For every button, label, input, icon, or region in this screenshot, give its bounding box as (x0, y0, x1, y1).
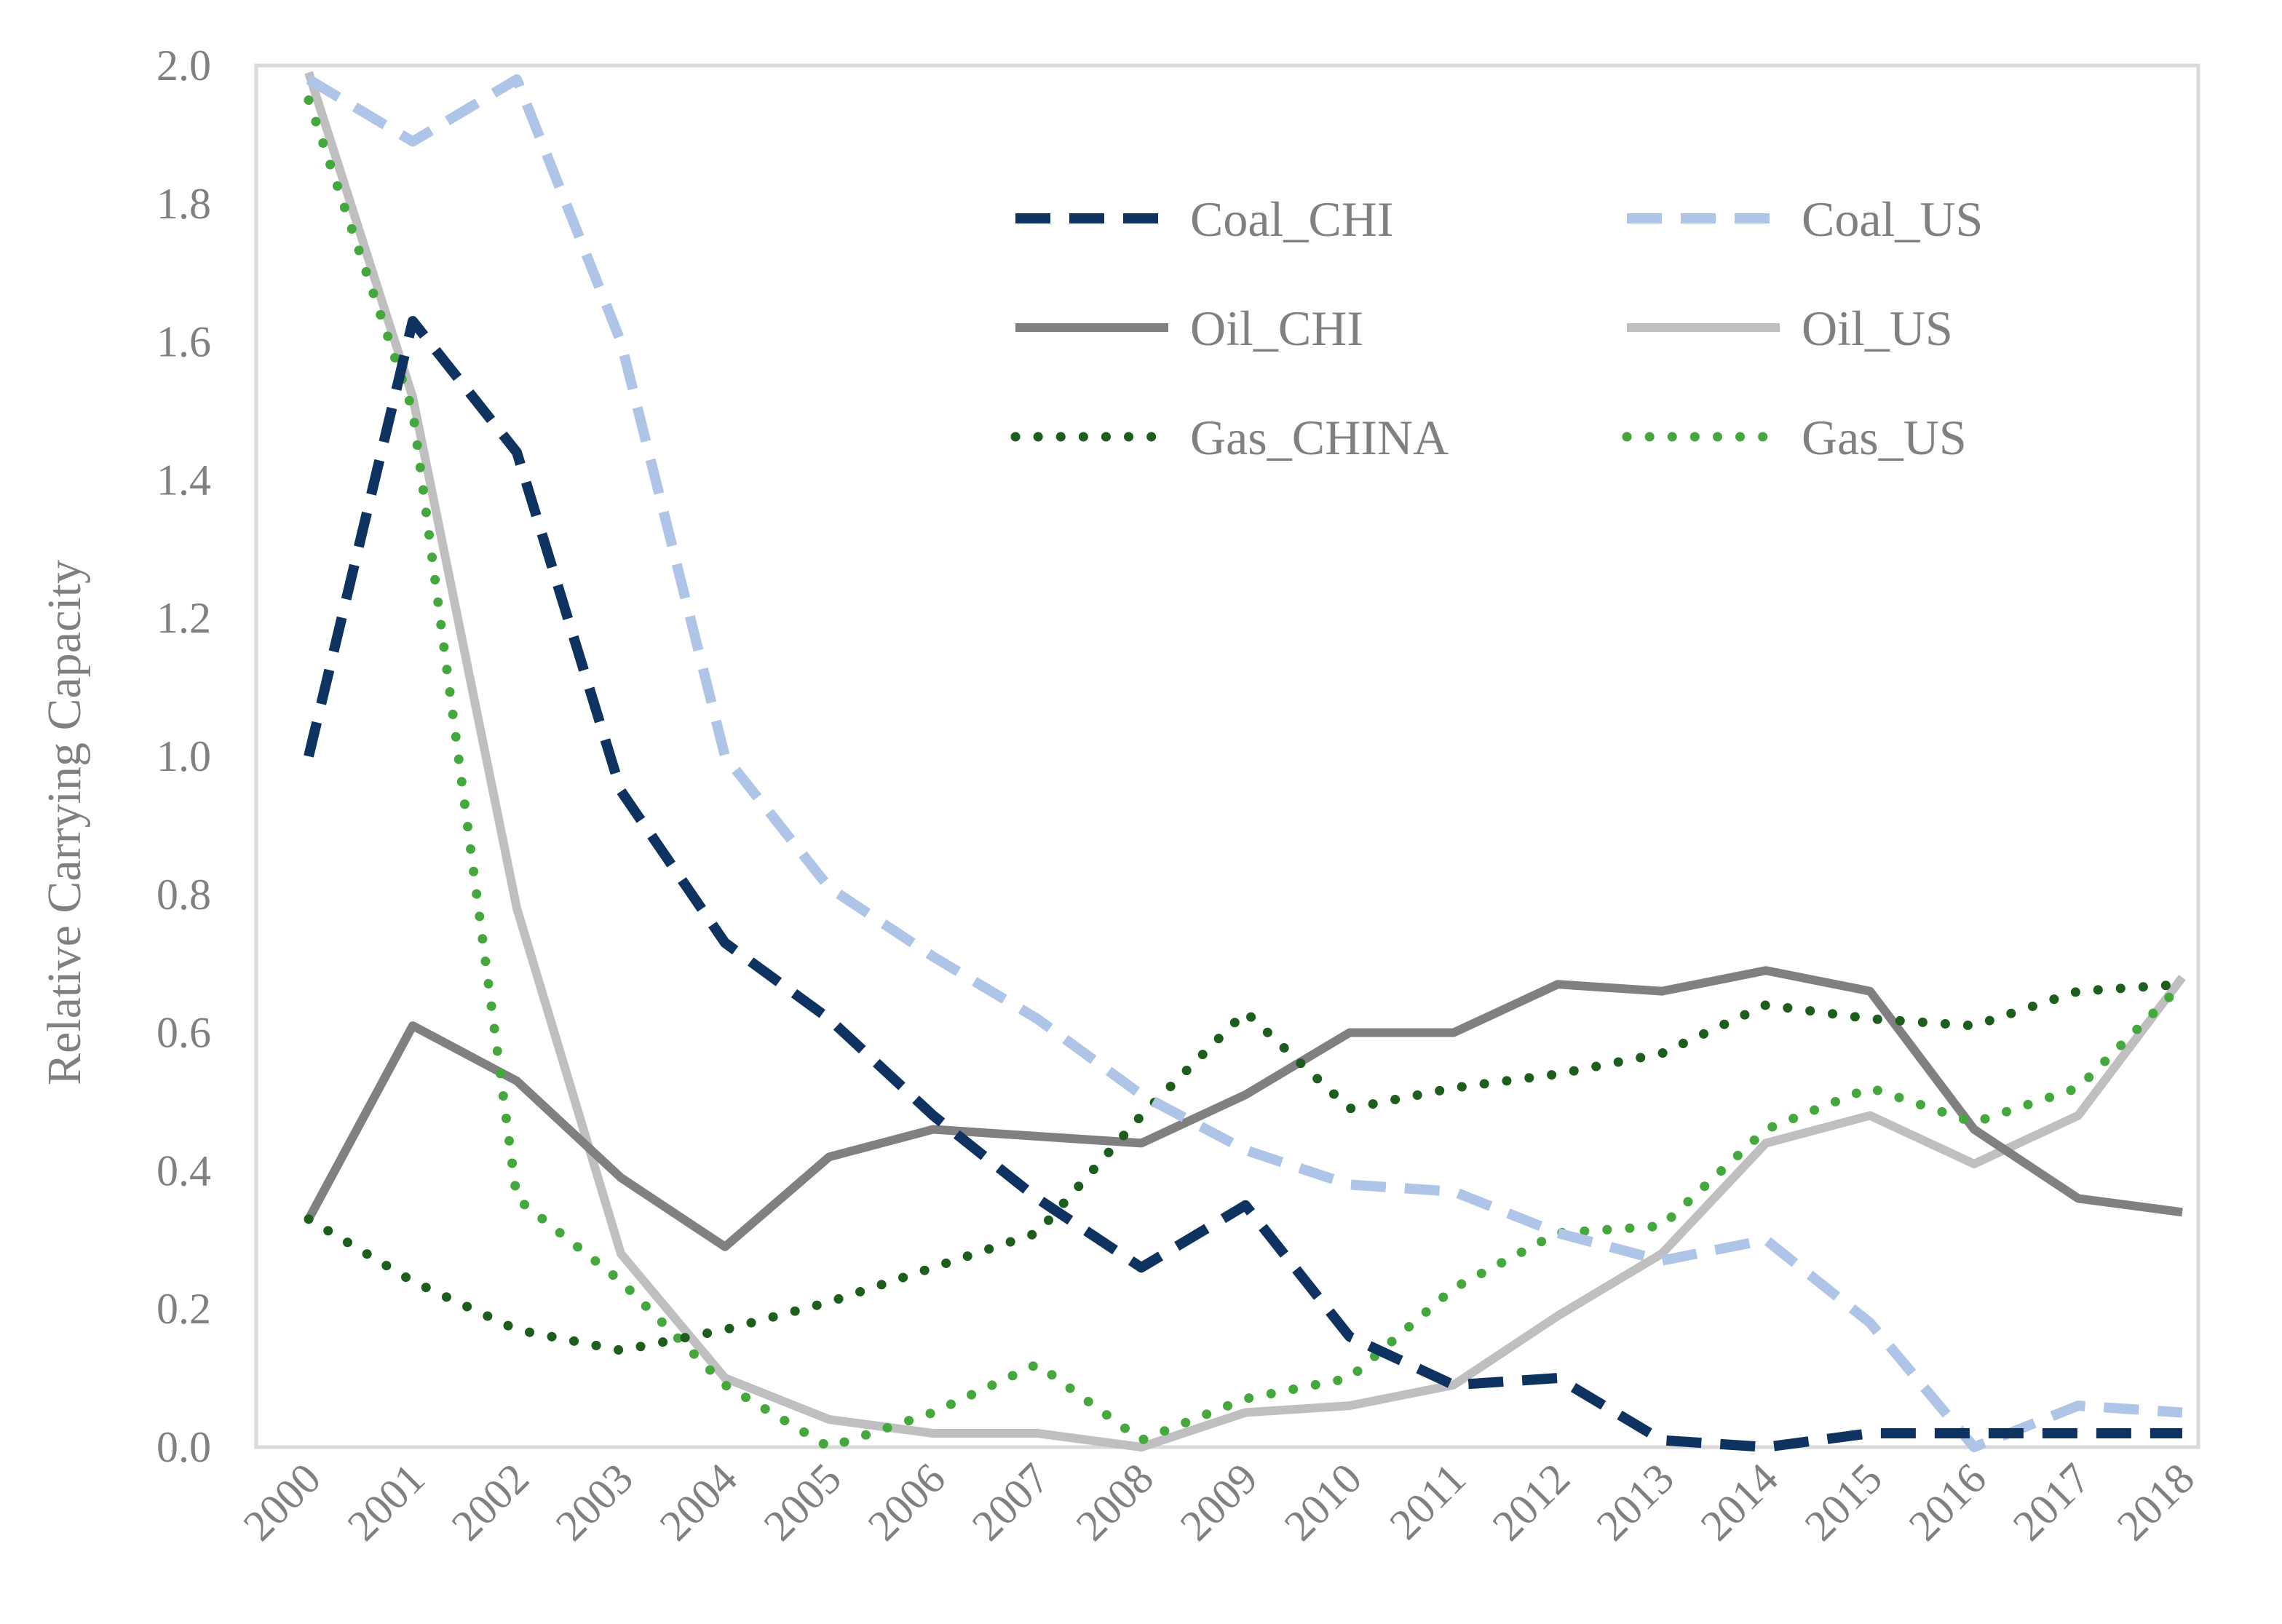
y-tick-label: 0.4 (157, 1146, 211, 1195)
y-tick-label: 1.4 (157, 456, 211, 504)
y-tick-label: 1.6 (157, 318, 211, 366)
series-lines (304, 71, 2187, 1452)
y-tick-label: 1.8 (157, 180, 211, 228)
y-tick-label: 0.0 (157, 1423, 211, 1471)
legend-label: Oil_CHI (1190, 301, 1363, 356)
y-tick-label: 1.0 (157, 732, 211, 780)
y-tick-label: 0.6 (157, 1009, 211, 1057)
y-tick-label: 0.8 (157, 871, 211, 919)
legend-label: Gas_US (1802, 410, 1967, 465)
legend-label: Oil_US (1802, 301, 1953, 356)
series-line-gas-us (304, 95, 2187, 1452)
series-line-coal-us (306, 74, 2183, 1452)
y-axis-title: Relative Carrying Capacity (38, 560, 91, 1085)
series-line-oil-us (304, 71, 2186, 1451)
y-axis-tick-labels: 0.0 0.2 0.4 0.6 0.8 1.0 1.2 1.4 1.6 1.8 2.0 (157, 41, 211, 1471)
y-tick-label: 0.2 (157, 1285, 211, 1333)
legend-label: Coal_US (1802, 191, 1983, 247)
plot-area-border (254, 63, 2200, 1449)
legend-label: Coal_CHI (1190, 191, 1394, 247)
series-line-oil-chi (304, 966, 2183, 1251)
series-line-coal-chi (304, 316, 2182, 1452)
legend: Coal_CHI Coal_US Oil_CHI Oil_US Gas_CHINA Gas… (1010, 191, 1983, 465)
series-line-gas-china (304, 979, 2187, 1355)
legend-label: Gas_CHINA (1190, 410, 1449, 465)
y-tick-label: 1.2 (157, 594, 211, 642)
y-tick-label: 2.0 (157, 41, 211, 90)
